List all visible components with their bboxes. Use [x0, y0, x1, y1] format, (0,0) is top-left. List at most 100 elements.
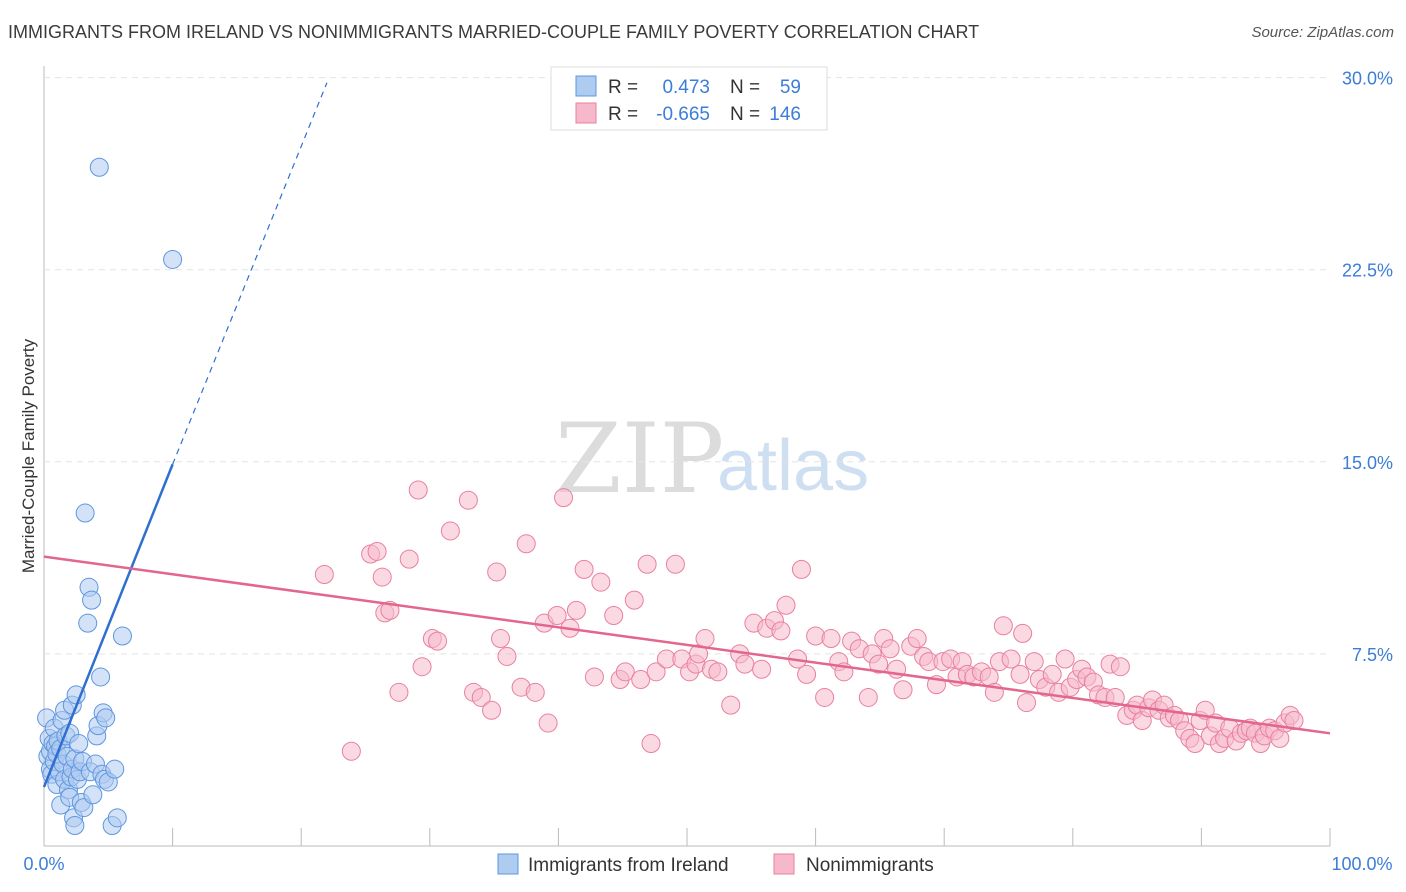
point-nonimmigrants — [615, 662, 635, 682]
bottom-legend-label-pink: Nonimmigrants — [806, 855, 934, 876]
point-nonimmigrants — [1042, 664, 1062, 684]
y-tick-label: 22.5% — [1342, 261, 1393, 281]
point-nonimmigrants — [1110, 657, 1130, 677]
point-nonimmigrants — [1013, 623, 1033, 643]
point-nonimmigrants — [771, 621, 791, 641]
point-nonimmigrants — [815, 687, 835, 707]
point-nonimmigrants — [646, 662, 666, 682]
series-immigrants-from-ireland — [37, 157, 183, 836]
point-nonimmigrants — [752, 659, 772, 679]
legend-r-label-pink: R = — [608, 104, 638, 125]
point-nonimmigrants — [314, 565, 334, 585]
point-nonimmigrants — [880, 639, 900, 659]
trendlines — [42, 82, 1331, 788]
point-nonimmigrants — [797, 664, 817, 684]
point-immigrants-from-ireland — [65, 816, 85, 836]
legend-swatch-pink — [575, 102, 597, 124]
point-nonimmigrants — [574, 559, 594, 579]
point-immigrants-from-ireland — [82, 590, 102, 610]
point-nonimmigrants — [631, 670, 651, 690]
point-immigrants-from-ireland — [91, 667, 111, 687]
bottom-legend-swatch-blue — [497, 853, 519, 875]
point-nonimmigrants — [776, 595, 796, 615]
legend-n-label-pink: N = — [730, 104, 760, 125]
point-immigrants-from-ireland — [112, 626, 132, 646]
point-nonimmigrants — [708, 662, 728, 682]
y-tick-label: 30.0% — [1342, 69, 1393, 89]
y-tick-labels: 7.5% 15.0% 22.5% 30.0% — [1342, 69, 1393, 665]
point-nonimmigrants — [399, 549, 419, 569]
point-nonimmigrants — [1024, 652, 1044, 672]
bottom-legend-label-blue: Immigrants from Ireland — [528, 855, 729, 876]
bottom-legend-swatch-pink — [773, 853, 795, 875]
trendline-nonimmigrants — [43, 555, 1331, 735]
chart-title: IMMIGRANTS FROM IRELAND VS NONIMMIGRANTS… — [8, 22, 980, 42]
point-immigrants-from-ireland — [75, 503, 95, 523]
point-nonimmigrants — [695, 629, 715, 649]
point-nonimmigrants — [412, 657, 432, 677]
point-nonimmigrants — [497, 646, 517, 666]
point-nonimmigrants — [389, 682, 409, 702]
point-nonimmigrants — [1010, 664, 1030, 684]
gridlines — [44, 77, 1330, 655]
top-legend: R = 0.473 N = 59 R = -0.665 N = 146 — [550, 66, 828, 131]
point-nonimmigrants — [538, 713, 558, 733]
point-nonimmigrants — [858, 687, 878, 707]
point-immigrants-from-ireland — [69, 734, 89, 754]
legend-r-value-blue: 0.473 — [662, 77, 710, 98]
point-nonimmigrants — [624, 590, 644, 610]
point-nonimmigrants — [482, 700, 502, 720]
point-immigrants-from-ireland — [163, 249, 183, 269]
point-immigrants-from-ireland — [96, 708, 116, 728]
point-nonimmigrants — [641, 734, 661, 754]
point-nonimmigrants — [1185, 734, 1205, 754]
legend-r-value-pink: -0.665 — [656, 104, 710, 125]
point-immigrants-from-ireland — [83, 785, 103, 805]
watermark-atlas: atlas — [717, 426, 869, 506]
legend-n-label-blue: N = — [730, 77, 760, 98]
point-nonimmigrants — [367, 541, 387, 561]
top-legend-box — [550, 66, 828, 131]
legend-n-value-blue: 59 — [780, 77, 801, 98]
x-tick-label-min: 0.0% — [23, 854, 64, 874]
point-nonimmigrants — [591, 572, 611, 592]
point-nonimmigrants — [907, 629, 927, 649]
point-nonimmigrants — [516, 534, 536, 554]
point-nonimmigrants — [566, 600, 586, 620]
point-nonimmigrants — [458, 490, 478, 510]
point-nonimmigrants — [869, 654, 889, 674]
y-axis-label: Married-Couple Family Poverty — [19, 338, 38, 573]
point-nonimmigrants — [372, 567, 392, 587]
point-nonimmigrants — [408, 480, 428, 500]
trendline-immigrants-from-ireland-extension — [172, 82, 328, 465]
point-nonimmigrants — [584, 667, 604, 687]
point-nonimmigrants — [525, 682, 545, 702]
trendline-immigrants-from-ireland — [42, 463, 174, 788]
point-nonimmigrants — [721, 695, 741, 715]
point-nonimmigrants — [491, 629, 511, 649]
point-nonimmigrants — [440, 521, 460, 541]
point-nonimmigrants — [637, 554, 657, 574]
point-immigrants-from-ireland — [78, 613, 98, 633]
point-nonimmigrants — [547, 605, 567, 625]
point-nonimmigrants — [821, 629, 841, 649]
point-nonimmigrants — [1001, 649, 1021, 669]
point-nonimmigrants — [791, 559, 811, 579]
point-nonimmigrants — [1055, 649, 1075, 669]
series-nonimmigrants — [314, 480, 1304, 761]
point-nonimmigrants — [993, 616, 1013, 636]
legend-n-value-pink: 146 — [769, 104, 801, 125]
point-nonimmigrants — [665, 554, 685, 574]
point-nonimmigrants — [554, 488, 574, 508]
bottom-legend: Immigrants from Ireland Nonimmigrants — [497, 853, 934, 876]
point-nonimmigrants — [487, 562, 507, 582]
x-ticks — [43, 828, 1331, 846]
point-nonimmigrants — [893, 680, 913, 700]
source-label: Source: ZipAtlas.com — [1251, 24, 1394, 41]
legend-r-label-blue: R = — [608, 77, 638, 98]
point-nonimmigrants — [428, 631, 448, 651]
point-nonimmigrants — [604, 605, 624, 625]
watermark-zip: ZIP — [555, 403, 724, 515]
point-nonimmigrants — [341, 741, 361, 761]
